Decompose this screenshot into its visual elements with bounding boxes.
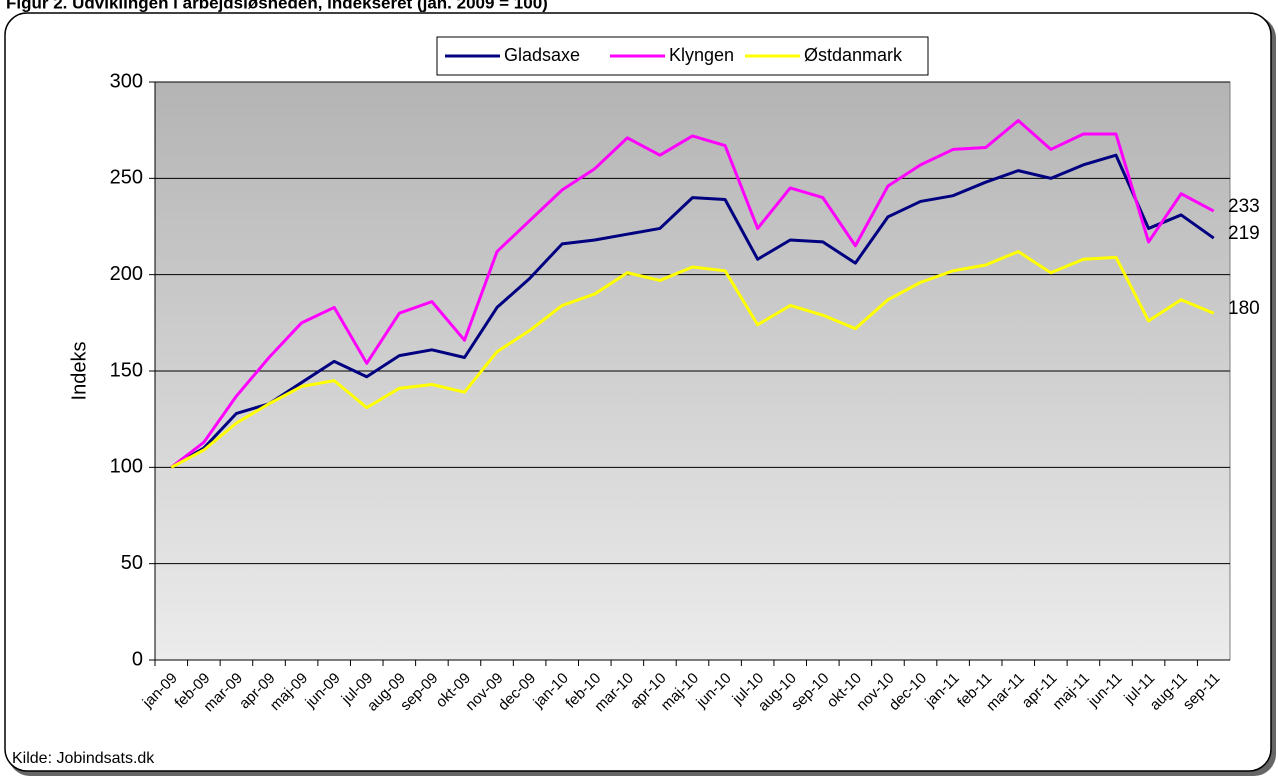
y-tick-label: 100 — [110, 456, 143, 478]
source: Kilde: Jobindsats.dk — [12, 750, 155, 767]
legend-label: Gladsaxe — [504, 45, 580, 65]
end-label: 180 — [1228, 298, 1260, 319]
series-line — [170, 250, 1215, 469]
y-tick-label: 300 — [110, 70, 143, 92]
legend — [436, 36, 929, 76]
y-tick-label: 50 — [121, 552, 143, 574]
chart-title: Figur 2. Udviklingen i arbejdsløsheden, … — [6, 0, 548, 12]
legend-label: Klyngen — [669, 45, 734, 65]
y-axis-label: Indeks — [68, 342, 90, 401]
series-line — [170, 153, 1215, 469]
series-line — [170, 119, 1215, 469]
y-tick-label: 150 — [110, 359, 143, 381]
y-tick-label: 0 — [132, 648, 143, 670]
end-label: 233 — [1228, 196, 1260, 217]
y-tick-label: 200 — [110, 263, 143, 285]
legend-label: Østdanmark — [804, 45, 903, 65]
y-tick-label: 250 — [110, 167, 143, 189]
end-label: 219 — [1228, 223, 1260, 244]
